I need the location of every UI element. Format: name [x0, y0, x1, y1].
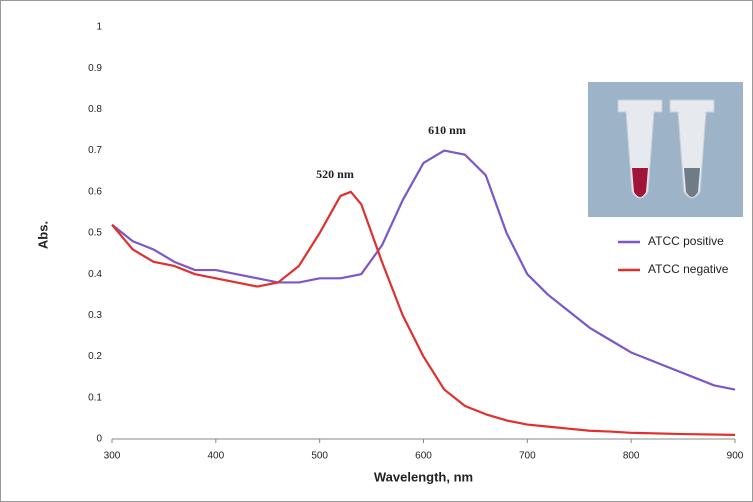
y-tick-label: 0.1	[88, 392, 102, 403]
x-axis-label: Wavelength, nm	[374, 469, 473, 484]
y-tick-label: 0.3	[88, 310, 102, 321]
y-tick-label: 0	[96, 434, 102, 445]
y-tick-label: 0.4	[88, 269, 102, 280]
y-tick-label: 0.8	[88, 104, 102, 115]
y-tick-label: 0.7	[88, 145, 102, 156]
series-line	[111, 190, 736, 436]
annotation: 520 nm	[316, 167, 354, 181]
y-tick-label: 1	[96, 22, 102, 33]
y-tick-label: 0.2	[88, 351, 102, 362]
y-axis-label: Abs.	[35, 221, 50, 249]
x-tick-label: 700	[519, 451, 536, 462]
legend-label: ATCC negative	[648, 262, 729, 276]
x-tick-label: 600	[415, 451, 432, 462]
annotation: 610 nm	[428, 123, 466, 137]
x-tick-label: 400	[207, 451, 224, 462]
y-tick-label: 0.5	[88, 228, 102, 239]
x-tick-label: 800	[623, 451, 640, 462]
inset-photo	[588, 82, 743, 217]
x-tick-label: 300	[104, 451, 121, 462]
legend-label: ATCC positive	[648, 234, 724, 248]
series-line	[111, 149, 736, 391]
y-tick-label: 0.9	[88, 63, 102, 74]
y-tick-label: 0.6	[88, 186, 102, 197]
x-tick-label: 500	[311, 451, 328, 462]
x-tick-label: 900	[727, 451, 744, 462]
